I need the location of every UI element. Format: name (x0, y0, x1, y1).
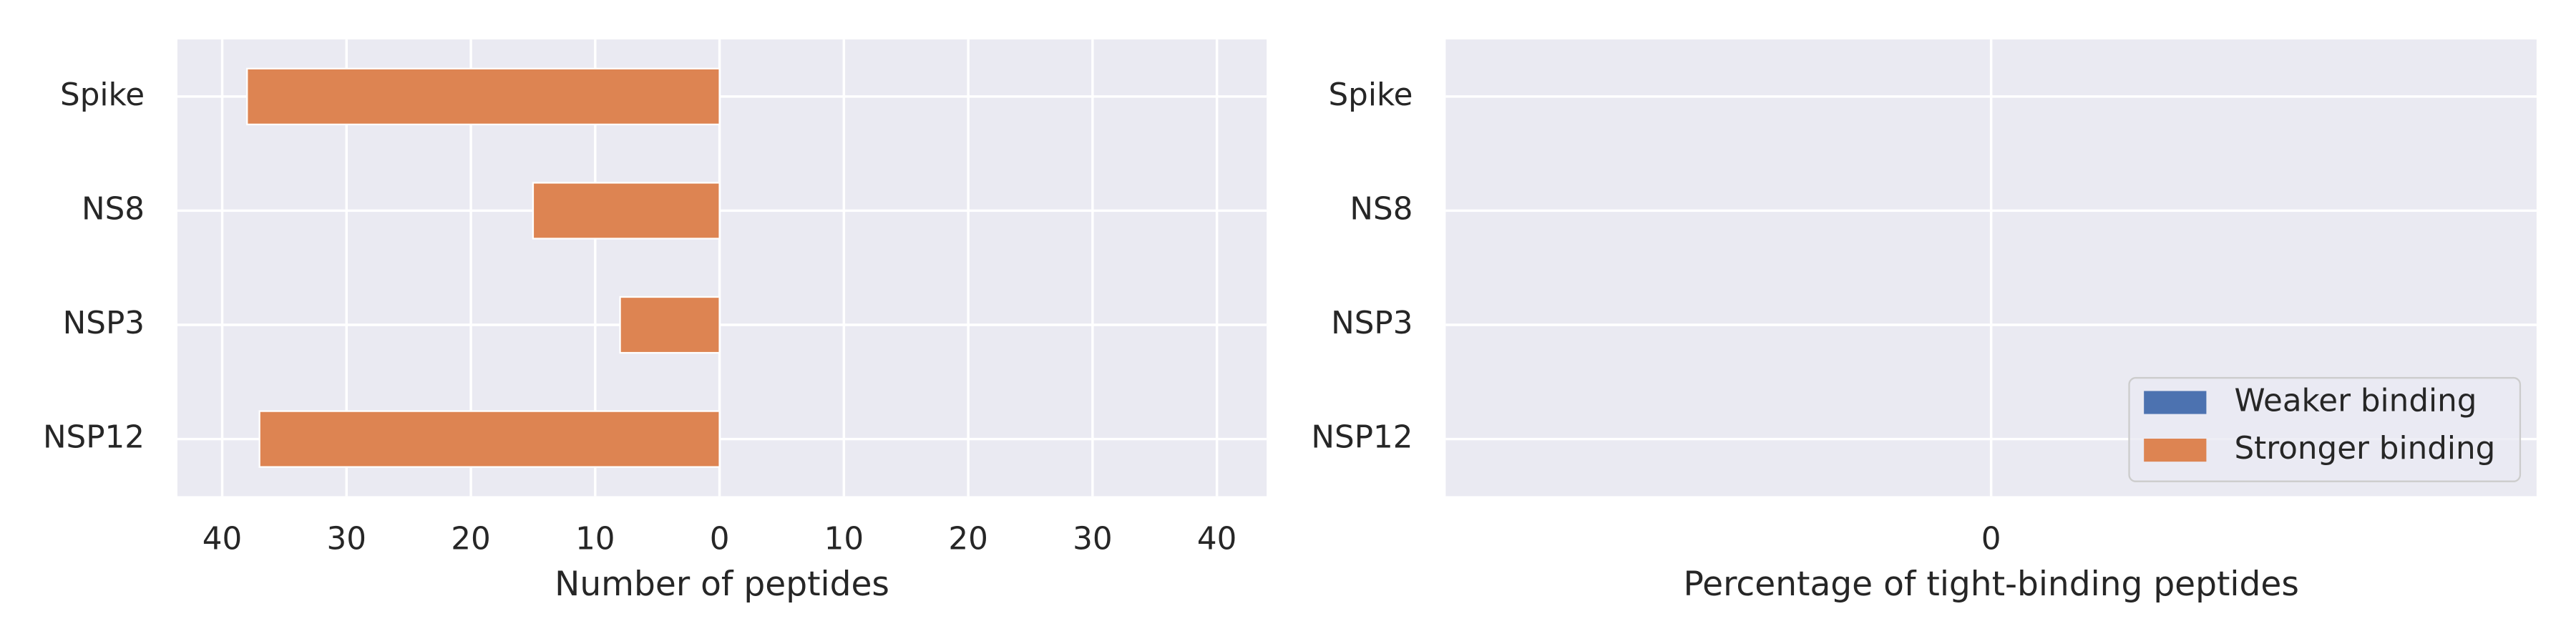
y-tick-label: Spike (60, 77, 145, 113)
x-axis-label: Number of peptides (555, 565, 889, 604)
bar (619, 296, 721, 354)
x-tick-label: 30 (1073, 521, 1113, 557)
bar (246, 67, 721, 126)
bar (258, 410, 721, 468)
y-tick-label: NSP12 (1311, 420, 1413, 456)
x-tick-label: 10 (824, 521, 864, 557)
x-tick-label: 40 (1197, 521, 1237, 557)
x-tick-label: 20 (451, 521, 491, 557)
y-tick-label: NSP3 (63, 306, 145, 341)
legend-swatch (2144, 391, 2207, 414)
y-tick-label: NS8 (82, 191, 145, 227)
legend-label: Stronger binding (2234, 431, 2495, 467)
y-tick-label: NSP12 (43, 420, 145, 456)
bar (532, 182, 721, 240)
x-tick-label: 10 (575, 521, 615, 557)
x-tick-label: 20 (948, 521, 988, 557)
y-tick-label: NSP3 (1331, 306, 1413, 341)
x-axis-label: Percentage of tight-binding peptides (1683, 565, 2298, 604)
x-tick-label: 40 (203, 521, 242, 557)
x-tick-label: 30 (327, 521, 367, 557)
x-tick-label: 0 (1981, 521, 2001, 557)
y-tick-label: NS8 (1350, 191, 1413, 227)
y-tick-label: Spike (1328, 77, 1413, 113)
legend-box (2128, 376, 2522, 482)
x-tick-label: 0 (710, 521, 730, 557)
legend-label: Weaker binding (2234, 384, 2477, 419)
legend-swatch (2144, 439, 2207, 462)
